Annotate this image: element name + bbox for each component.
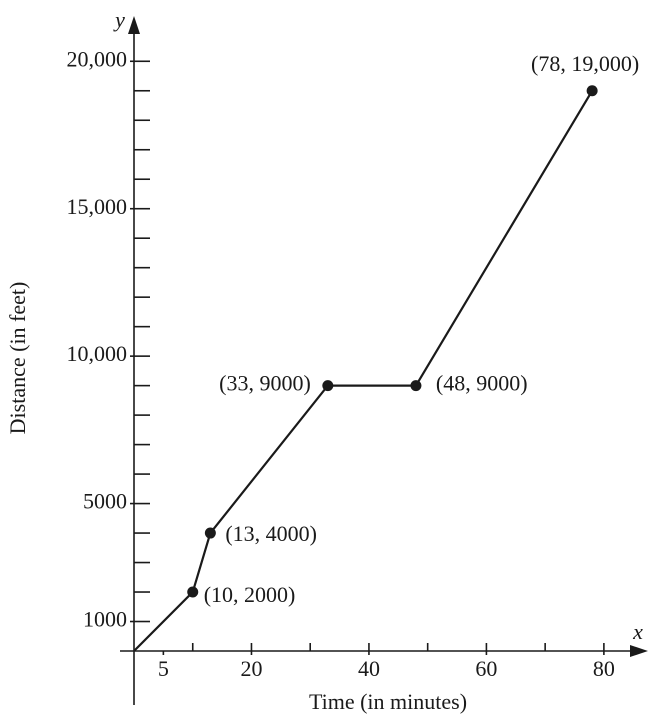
point-label: (13, 4000) [225, 521, 317, 546]
x-tick-label: 5 [158, 656, 169, 681]
point-label: (78, 19,000) [531, 51, 639, 76]
point-label: (48, 9000) [436, 371, 528, 396]
y-tick-label: 10,000 [67, 341, 128, 366]
data-point [322, 380, 334, 392]
x-tick-label: 60 [475, 656, 497, 681]
x-tick-label: 40 [358, 656, 380, 681]
y-arrow [128, 16, 140, 34]
point-label: (33, 9000) [219, 371, 311, 396]
y-axis-label: Distance (in feet) [5, 282, 30, 435]
data-point [586, 85, 598, 97]
y-tick-label: 5000 [83, 489, 127, 514]
y-tick-label: 1000 [83, 607, 127, 632]
data-point [204, 527, 216, 539]
y-tick-label: 15,000 [67, 194, 128, 219]
point-label: (10, 2000) [204, 582, 296, 607]
x-axis-label: Time (in minutes) [309, 689, 467, 714]
y-axis-name: y [113, 7, 125, 32]
x-tick-label: 80 [593, 656, 615, 681]
x-arrow [630, 645, 648, 657]
x-axis-name: x [632, 619, 643, 644]
x-tick-label: 20 [240, 656, 262, 681]
data-point [187, 586, 199, 598]
data-point [410, 380, 422, 392]
data-line [133, 90, 594, 652]
y-tick-label: 20,000 [67, 46, 128, 71]
